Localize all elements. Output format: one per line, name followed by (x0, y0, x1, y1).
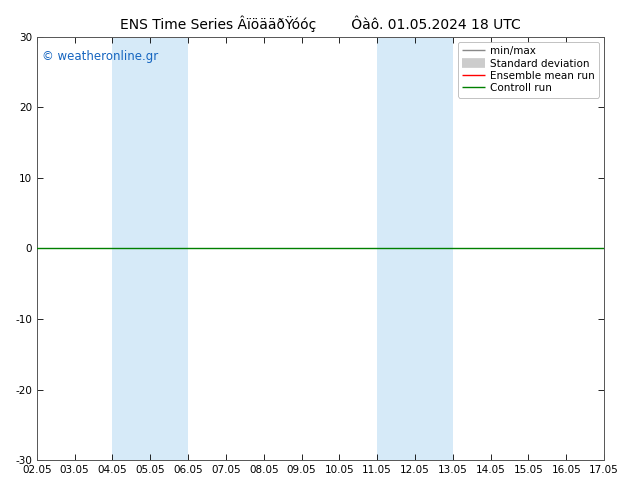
Text: © weatheronline.gr: © weatheronline.gr (42, 49, 158, 63)
Title: ENS Time Series ÂïöääðŸóóç        Ôàô. 01.05.2024 18 UTC: ENS Time Series ÂïöääðŸóóç Ôàô. 01.05.20… (120, 15, 521, 31)
Bar (377, 37, 453, 460)
Legend: min/max, Standard deviation, Ensemble mean run, Controll run: min/max, Standard deviation, Ensemble me… (458, 42, 599, 98)
Bar (112, 37, 188, 460)
